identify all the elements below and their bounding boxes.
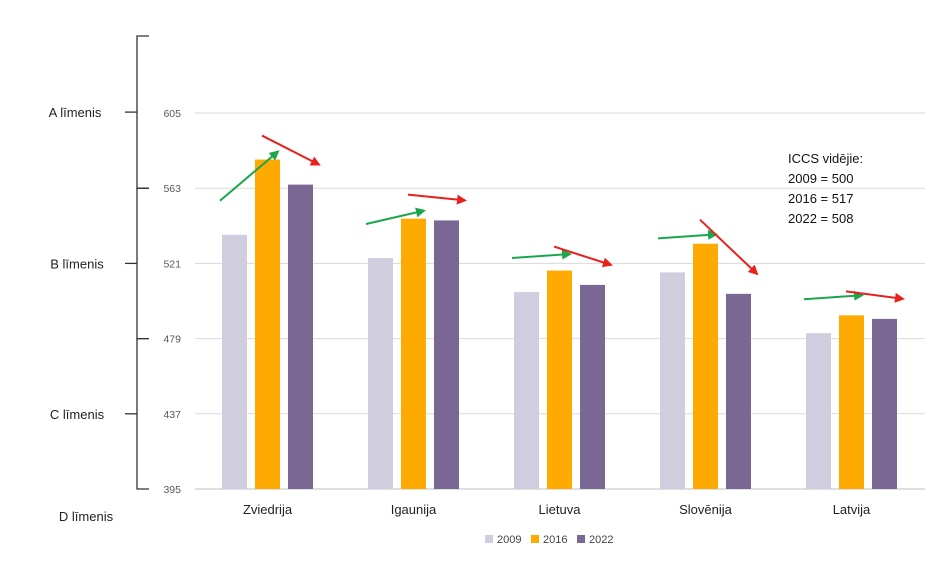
bar-2022	[872, 318, 897, 489]
bar-2022	[434, 220, 459, 489]
note-line: 2016 = 517	[788, 191, 853, 206]
category-labels: Zviedrija Igaunija Lietuva Slovēnija Latvija	[243, 502, 871, 517]
level-bracket	[136, 337, 149, 490]
y-tick-label: 563	[163, 183, 181, 195]
bar-series	[222, 159, 897, 490]
category-label: Latvija	[833, 502, 871, 517]
note-title: ICCS vidējie:	[788, 151, 863, 166]
y-tick-label: 605	[163, 108, 181, 120]
legend-label: 2009	[497, 534, 521, 546]
y-axis-ticks: 395 437 479 521 563 605	[163, 108, 181, 496]
trend-arrow-down	[553, 245, 613, 268]
level-label: D līmenis	[59, 509, 114, 524]
bar-2009	[514, 292, 539, 489]
level-label: A līmenis	[49, 105, 102, 120]
y-tick-label: 521	[163, 258, 181, 270]
trend-arrow-up	[803, 290, 864, 301]
category-label: Igaunija	[391, 502, 437, 517]
legend: 2009 2016 2022	[485, 534, 613, 546]
legend-label: 2016	[543, 534, 567, 546]
trend-arrow-down	[407, 193, 467, 205]
bar-2016	[839, 315, 864, 489]
bar-2009	[806, 333, 831, 489]
bar-2009	[368, 258, 393, 489]
level-bracket	[136, 187, 149, 340]
bar-2016	[255, 159, 280, 490]
y-tick-label: 395	[163, 484, 181, 496]
legend-swatch-2016	[531, 535, 539, 543]
y-tick-label: 437	[163, 409, 181, 421]
trend-arrow-down	[699, 218, 759, 276]
trend-arrow-down	[261, 134, 321, 166]
legend-label: 2022	[589, 534, 613, 546]
bar-2016	[693, 243, 718, 489]
level-label: C līmenis	[50, 407, 105, 422]
category-label: Lietuva	[539, 502, 582, 517]
trend-arrow-up	[219, 150, 280, 202]
bar-2009	[222, 234, 247, 489]
iccs-average-note: ICCS vidējie: 2009 = 500 2016 = 517 2022 = …	[788, 151, 863, 226]
y-tick-label: 479	[163, 334, 181, 346]
legend-swatch-2009	[485, 535, 493, 543]
bar-2022	[726, 293, 751, 489]
bar-2016	[401, 218, 426, 489]
legend-swatch-2022	[577, 535, 585, 543]
level-brackets: A līmenis B līmenis C līmenis D līmenis	[49, 35, 149, 524]
trend-arrow-up	[511, 249, 572, 260]
trend-arrow-up	[657, 229, 718, 240]
note-line: 2009 = 500	[788, 171, 853, 186]
bar-2009	[660, 272, 685, 489]
trend-arrow-down	[845, 290, 905, 303]
trend-arrows	[219, 134, 905, 303]
level-bracket	[136, 35, 149, 189]
category-label: Slovēnija	[679, 502, 733, 517]
bar-2022	[580, 284, 605, 489]
category-label: Zviedrija	[243, 502, 293, 517]
level-label: B līmenis	[50, 256, 104, 271]
trend-arrow-up	[365, 207, 426, 226]
bar-2016	[547, 270, 572, 489]
bar-2022	[288, 184, 313, 489]
note-line: 2022 = 508	[788, 211, 853, 226]
